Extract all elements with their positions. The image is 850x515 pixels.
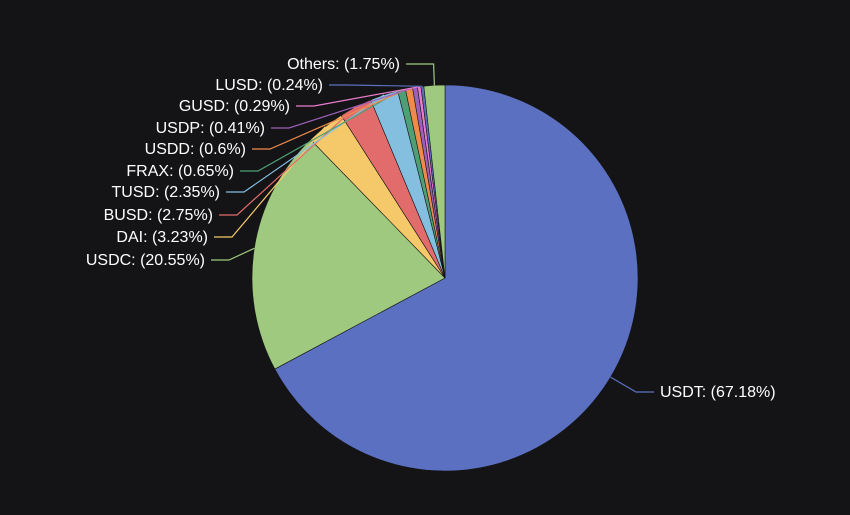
leader-line-usdd (252, 87, 410, 150)
leader-line-tusd (226, 94, 385, 193)
leader-line-usdc (211, 247, 255, 261)
data-label-lusd: LUSD: (0.24%) (215, 77, 323, 94)
data-label-busd: BUSD: (2.75%) (104, 207, 213, 224)
data-label-gusd: GUSD: (0.29%) (179, 98, 290, 115)
data-label-usdp: USDP: (0.41%) (156, 120, 265, 137)
leader-line-busd (219, 106, 357, 216)
data-label-dai: DAI: (3.23%) (116, 229, 208, 246)
leader-line-others (406, 63, 435, 86)
data-label-frax: FRAX: (0.65%) (126, 163, 234, 180)
slices-layer (251, 84, 639, 472)
leader-lines-layer (211, 63, 654, 393)
data-label-others: Others: (1.75%) (287, 56, 400, 73)
leader-line-lusd (329, 84, 423, 87)
leader-line-usdp (271, 86, 416, 129)
pie-slice-usdt[interactable] (274, 84, 639, 472)
leader-line-gusd (296, 86, 420, 107)
data-label-usdc: USDC: (20.55%) (86, 252, 205, 269)
data-label-usdt: USDT: (67.18%) (660, 384, 776, 401)
data-label-usdd: USDD: (0.6%) (145, 141, 246, 158)
data-label-tusd: TUSD: (2.35%) (112, 184, 220, 201)
leader-line-frax (240, 89, 402, 172)
leader-line-usdt (610, 376, 654, 393)
labels-layer: USDT: (67.18%) USDC: (20.55%) DAI: (3.23%)… (86, 56, 776, 401)
